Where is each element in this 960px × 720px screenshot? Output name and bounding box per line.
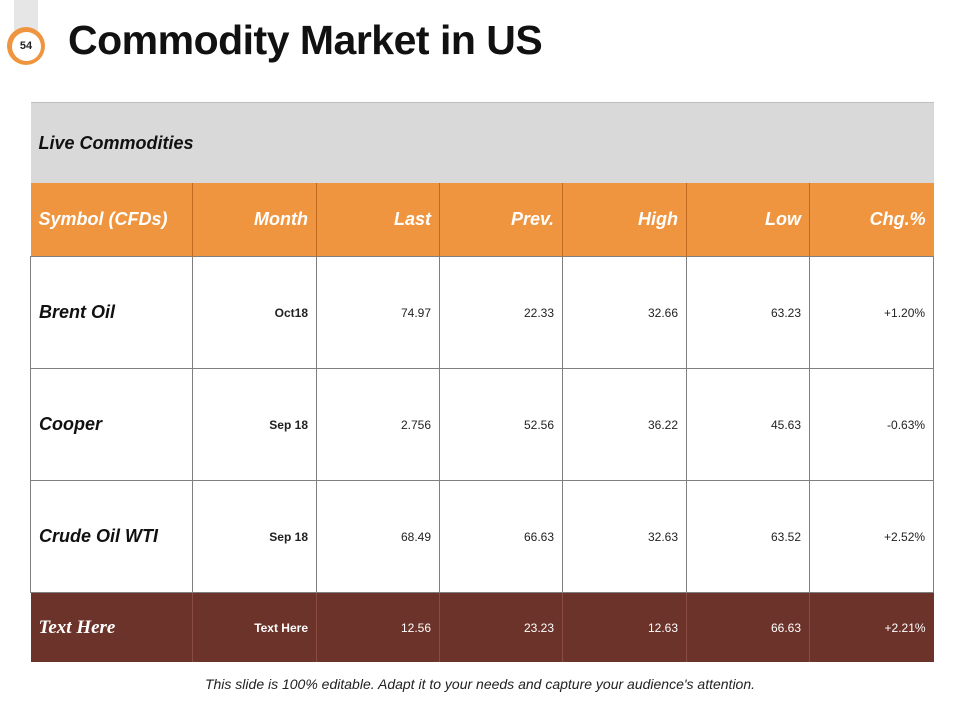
cell-last: 2.756 xyxy=(316,368,440,481)
cell-chg: +1.20% xyxy=(808,256,935,369)
cell-high: 32.66 xyxy=(562,256,687,369)
cell-chg: +2.52% xyxy=(808,480,935,593)
cell-high: 32.63 xyxy=(562,480,687,593)
column-header-chg: Chg.% xyxy=(809,183,934,257)
cell-symbol: Crude Oil WTI xyxy=(30,480,193,593)
cell-month: Sep 18 xyxy=(192,480,317,593)
cell-low: 63.23 xyxy=(686,256,810,369)
cell-chg: -0.63% xyxy=(808,368,935,481)
table-row: Cooper Sep 18 2.756 52.56 36.22 45.63 -0… xyxy=(30,368,935,481)
cell-prev: 52.56 xyxy=(439,368,563,481)
column-header-prev: Prev. xyxy=(439,183,563,257)
table-row: Brent Oil Oct18 74.97 22.33 32.66 63.23 … xyxy=(30,256,935,369)
column-header-symbol: Symbol (CFDs) xyxy=(30,183,193,257)
cell-last: 12.56 xyxy=(316,592,440,662)
table-header-row: Symbol (CFDs) Month Last Prev. High Low … xyxy=(30,183,934,257)
table-caption: Live Commodities xyxy=(30,102,934,183)
footer-note: This slide is 100% editable. Adapt it to… xyxy=(204,676,756,692)
page-number: 54 xyxy=(11,31,41,61)
cell-high: 36.22 xyxy=(562,368,687,481)
cell-last: 68.49 xyxy=(316,480,440,593)
page-number-badge: 54 xyxy=(7,27,45,65)
cell-month: Oct18 xyxy=(192,256,317,369)
table-row: Crude Oil WTI Sep 18 68.49 66.63 32.63 6… xyxy=(30,480,935,593)
cell-last: 74.97 xyxy=(316,256,440,369)
cell-month: Text Here xyxy=(192,592,317,662)
column-header-last: Last xyxy=(316,183,440,257)
cell-prev: 22.33 xyxy=(439,256,563,369)
commodities-table: Live Commodities Symbol (CFDs) Month Las… xyxy=(30,102,935,662)
column-header-high: High xyxy=(562,183,687,257)
cell-month: Sep 18 xyxy=(192,368,317,481)
cell-low: 45.63 xyxy=(686,368,810,481)
table-caption-row: Live Commodities xyxy=(30,102,934,183)
cell-symbol: Text Here xyxy=(30,592,193,662)
slide-title: Commodity Market in US xyxy=(68,17,543,63)
cell-symbol: Cooper xyxy=(30,368,193,481)
column-header-month: Month xyxy=(192,183,317,257)
cell-low: 66.63 xyxy=(686,592,810,662)
cell-chg: +2.21% xyxy=(809,592,934,662)
cell-high: 12.63 xyxy=(562,592,687,662)
table-row-highlight: Text Here Text Here 12.56 23.23 12.63 66… xyxy=(30,592,934,662)
cell-prev: 66.63 xyxy=(439,480,563,593)
cell-prev: 23.23 xyxy=(439,592,563,662)
cell-low: 63.52 xyxy=(686,480,810,593)
top-tab-decoration xyxy=(14,0,38,30)
column-header-low: Low xyxy=(686,183,810,257)
cell-symbol: Brent Oil xyxy=(30,256,193,369)
